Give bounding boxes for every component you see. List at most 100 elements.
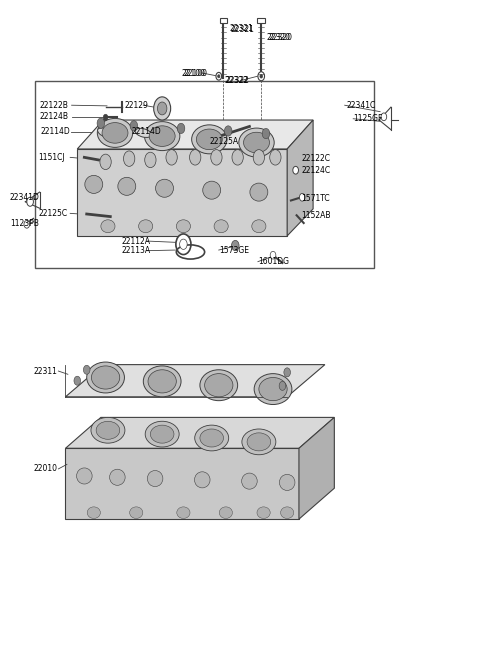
Circle shape <box>74 376 81 385</box>
Text: 22100: 22100 <box>183 68 207 78</box>
Ellipse shape <box>148 370 176 393</box>
Text: 22341C: 22341C <box>346 100 375 110</box>
Ellipse shape <box>279 475 295 490</box>
Ellipse shape <box>257 507 270 518</box>
Text: 22322: 22322 <box>225 76 249 85</box>
Ellipse shape <box>149 126 175 147</box>
Ellipse shape <box>87 507 100 518</box>
Ellipse shape <box>250 183 268 201</box>
Text: 1601DG: 1601DG <box>258 257 289 266</box>
Text: 1123PB: 1123PB <box>10 218 39 228</box>
Polygon shape <box>257 18 265 23</box>
Ellipse shape <box>101 220 115 233</box>
Circle shape <box>100 154 111 170</box>
Ellipse shape <box>144 122 180 151</box>
Ellipse shape <box>109 469 125 485</box>
Ellipse shape <box>243 132 269 153</box>
Circle shape <box>97 118 105 128</box>
Circle shape <box>260 74 263 78</box>
Text: 22124C: 22124C <box>301 166 330 175</box>
Circle shape <box>84 365 90 374</box>
Text: 22122C: 22122C <box>301 154 330 163</box>
Ellipse shape <box>281 507 294 518</box>
Ellipse shape <box>144 366 181 397</box>
Ellipse shape <box>139 220 153 233</box>
Circle shape <box>216 72 222 80</box>
Circle shape <box>177 123 185 134</box>
Ellipse shape <box>102 123 128 143</box>
Circle shape <box>253 150 264 165</box>
Circle shape <box>166 150 177 165</box>
Ellipse shape <box>135 128 152 138</box>
Bar <box>35 82 374 268</box>
Ellipse shape <box>200 370 238 401</box>
Ellipse shape <box>176 220 191 233</box>
Text: 22341D: 22341D <box>10 193 40 201</box>
Polygon shape <box>65 449 299 519</box>
Text: 22321: 22321 <box>229 24 253 33</box>
Text: 22124B: 22124B <box>39 112 69 121</box>
Ellipse shape <box>247 433 271 451</box>
Text: 22311: 22311 <box>34 366 57 376</box>
Circle shape <box>293 166 299 174</box>
Circle shape <box>217 75 220 78</box>
Text: 1151CJ: 1151CJ <box>38 153 65 162</box>
Circle shape <box>27 198 34 206</box>
Circle shape <box>231 241 239 250</box>
Polygon shape <box>77 149 287 236</box>
Circle shape <box>211 150 222 165</box>
Text: 1152AB: 1152AB <box>301 211 331 220</box>
Polygon shape <box>287 120 313 236</box>
Text: 22320: 22320 <box>267 33 291 42</box>
Ellipse shape <box>130 507 143 518</box>
Circle shape <box>279 381 286 391</box>
Text: 22114D: 22114D <box>132 127 161 136</box>
Circle shape <box>270 251 276 259</box>
Text: 22129: 22129 <box>124 100 148 110</box>
Circle shape <box>180 239 187 250</box>
Polygon shape <box>65 364 325 397</box>
Polygon shape <box>299 417 335 519</box>
Text: 22113A: 22113A <box>121 246 150 255</box>
Ellipse shape <box>97 128 114 138</box>
Ellipse shape <box>259 378 287 401</box>
Text: 22100: 22100 <box>181 68 205 78</box>
Circle shape <box>103 114 108 121</box>
Ellipse shape <box>252 220 266 233</box>
Text: 1125GF: 1125GF <box>353 114 383 123</box>
Ellipse shape <box>195 425 228 451</box>
Text: 22320: 22320 <box>268 33 292 42</box>
Ellipse shape <box>96 421 120 439</box>
Polygon shape <box>220 18 227 23</box>
Ellipse shape <box>196 129 222 150</box>
Ellipse shape <box>241 473 257 489</box>
Ellipse shape <box>145 421 179 447</box>
Polygon shape <box>65 417 335 449</box>
Ellipse shape <box>91 417 125 443</box>
Ellipse shape <box>219 507 232 518</box>
Ellipse shape <box>192 125 227 154</box>
Circle shape <box>176 234 191 254</box>
Circle shape <box>123 151 135 166</box>
Ellipse shape <box>77 468 92 484</box>
Text: 22114D: 22114D <box>41 127 71 136</box>
Circle shape <box>270 150 281 165</box>
Ellipse shape <box>194 472 210 488</box>
Circle shape <box>300 194 305 201</box>
Circle shape <box>262 128 270 139</box>
Text: 22112A: 22112A <box>121 237 150 246</box>
Polygon shape <box>77 120 313 149</box>
Circle shape <box>24 220 30 228</box>
Circle shape <box>154 97 171 120</box>
Circle shape <box>145 152 156 168</box>
Text: 1571TC: 1571TC <box>301 194 330 203</box>
Ellipse shape <box>254 374 292 404</box>
Ellipse shape <box>156 179 173 198</box>
Ellipse shape <box>239 128 274 157</box>
Ellipse shape <box>150 425 174 443</box>
Ellipse shape <box>177 507 190 518</box>
Circle shape <box>130 121 138 131</box>
Ellipse shape <box>118 177 136 196</box>
Ellipse shape <box>203 181 221 200</box>
Ellipse shape <box>97 119 132 147</box>
